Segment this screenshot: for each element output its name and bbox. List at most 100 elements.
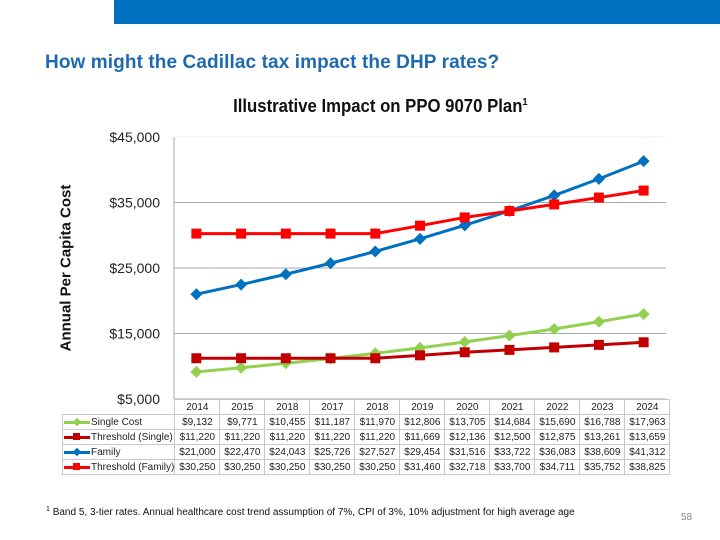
data-point-threshold-family <box>459 212 470 223</box>
table-cell: $12,500 <box>489 429 536 445</box>
table-cell: $30,250 <box>174 459 221 475</box>
table-cell: $30,250 <box>354 459 401 475</box>
table-cell: $11,220 <box>264 429 311 445</box>
data-table: 2014 2015 2018 2017 2018 2019 2020 2021 2022 2023… <box>61 399 671 475</box>
data-point-threshold-single <box>504 344 515 355</box>
data-point-single-cost <box>548 322 561 335</box>
table-cell: $33,722 <box>489 444 536 460</box>
data-point-threshold-single <box>370 353 381 364</box>
data-point-threshold-single <box>638 337 649 348</box>
table-cell: $9,132 <box>174 414 221 430</box>
legend-key-icon <box>64 462 90 472</box>
footnote-mark: 1 <box>46 506 50 513</box>
table-cell: $30,250 <box>309 459 356 475</box>
table-cell: $16,788 <box>579 414 626 430</box>
table-cell: $10,455 <box>264 414 311 430</box>
table-cell: $13,705 <box>444 414 491 430</box>
table-row-label: Family <box>61 444 176 460</box>
table-cell: $17,963 <box>624 414 671 430</box>
chart-title-footnote-mark: 1 <box>522 97 528 108</box>
table-cell: $11,669 <box>399 429 446 445</box>
series-threshold-family <box>191 185 649 239</box>
table-row-label: Threshold (Single) <box>61 429 176 445</box>
table-row: Single Cost $9,132 $9,771 $10,455 $11,187 $11… <box>61 414 671 430</box>
legend-label: Family <box>91 446 121 458</box>
chart-title-container: Illustrative Impact on PPO 9070 Plan1 <box>0 96 720 117</box>
legend-label: Single Cost <box>91 416 143 428</box>
table-cell: $11,220 <box>309 429 356 445</box>
data-point-family <box>235 278 248 291</box>
data-point-family <box>592 172 605 185</box>
table-year-header: 2023 <box>579 399 626 415</box>
y-tick-labels: $5,000$15,000$25,000$35,000$45,000 <box>109 129 160 407</box>
table-row: Threshold (Family) $30,250 $30,250 $30,250 $… <box>61 459 671 475</box>
data-point-single-cost <box>592 315 605 328</box>
table-year-header: 2019 <box>399 399 446 415</box>
data-point-threshold-family <box>325 228 336 239</box>
table-cell: $34,711 <box>534 459 581 475</box>
data-point-family <box>548 189 561 202</box>
table-row: Family $21,000 $22,470 $24,043 $25,726 $27,52… <box>61 444 671 460</box>
data-point-threshold-single <box>325 353 336 364</box>
table-row: Threshold (Single) $11,220 $11,220 $11,220 $… <box>61 429 671 445</box>
legend-key-icon <box>64 447 90 457</box>
chart-title: Illustrative Impact on PPO 9070 Plan <box>232 96 523 116</box>
table-cell: $12,136 <box>444 429 491 445</box>
table-cell: $25,726 <box>309 444 356 460</box>
table-cell: $30,250 <box>219 459 266 475</box>
data-point-threshold-family <box>415 220 425 231</box>
table-year-header: 2017 <box>309 399 356 415</box>
data-point-threshold-single <box>415 350 425 361</box>
table-cell: $11,187 <box>309 414 356 430</box>
header-bar <box>114 0 720 24</box>
data-point-threshold-single <box>459 347 470 358</box>
table-cell: $11,970 <box>354 414 401 430</box>
table-cell: $32,718 <box>444 459 491 475</box>
table-year-header: 2015 <box>219 399 266 415</box>
legend-label: Threshold (Family) <box>91 461 175 473</box>
table-cell: $41,312 <box>624 444 671 460</box>
table-year-header: 2014 <box>174 399 221 415</box>
table-corner <box>62 399 176 415</box>
y-tick-label: $15,000 <box>109 326 160 342</box>
footnote: 1 Band 5, 3-tier rates. Annual healthcar… <box>46 506 575 518</box>
table-cell: $38,825 <box>624 459 671 475</box>
table-cell: $13,261 <box>579 429 626 445</box>
page-number: 58 <box>681 512 693 523</box>
data-point-family <box>369 245 382 258</box>
table-cell: $31,460 <box>399 459 446 475</box>
data-point-family <box>637 155 650 168</box>
table-year-header: 2022 <box>534 399 581 415</box>
table-row-label: Single Cost <box>61 414 176 430</box>
legend-key-icon <box>64 417 90 427</box>
data-point-single-cost <box>235 361 248 374</box>
data-point-threshold-family <box>370 228 381 239</box>
series-layer <box>190 155 650 378</box>
data-point-threshold-single <box>280 353 291 364</box>
slide-title: How might the Cadillac tax impact the DH… <box>45 52 500 73</box>
table-year-header: 2020 <box>444 399 491 415</box>
table-year-header: 2024 <box>624 399 671 415</box>
series-single-cost <box>190 308 650 378</box>
data-point-threshold-family <box>638 185 649 196</box>
table-cell: $35,752 <box>579 459 626 475</box>
data-point-threshold-family <box>549 199 560 210</box>
data-point-single-cost <box>190 365 203 378</box>
series-family <box>190 155 650 301</box>
data-point-family <box>190 288 203 301</box>
data-point-threshold-single <box>549 342 560 353</box>
data-point-threshold-family <box>191 228 202 239</box>
legend-label: Threshold (Single) <box>91 431 173 443</box>
table-cell: $24,043 <box>264 444 311 460</box>
data-point-single-cost <box>637 308 650 321</box>
data-point-threshold-single <box>191 353 202 364</box>
table-cell: $29,454 <box>399 444 446 460</box>
series-threshold-single <box>191 337 649 364</box>
footnote-text: Band 5, 3-tier rates. Annual healthcare … <box>52 507 575 518</box>
table-cell: $12,875 <box>534 429 581 445</box>
data-point-family <box>279 268 292 281</box>
table-header-row: 2014 2015 2018 2017 2018 2019 2020 2021 2022 2023… <box>62 399 671 415</box>
data-point-family <box>414 232 426 245</box>
data-point-threshold-family <box>280 228 291 239</box>
table-cell: $27,527 <box>354 444 401 460</box>
